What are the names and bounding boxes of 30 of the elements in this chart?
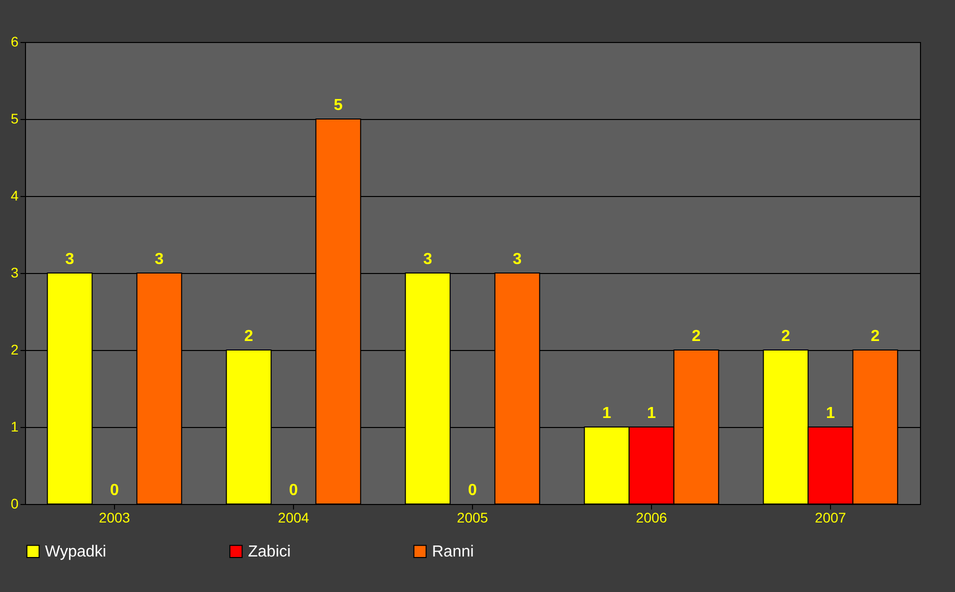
x-tick-label: 2006 — [636, 510, 668, 526]
data-label: 0 — [289, 482, 298, 499]
y-tick-label: 6 — [10, 34, 19, 50]
y-tick-label: 2 — [10, 342, 19, 358]
data-label: 0 — [110, 482, 120, 499]
data-label: 0 — [468, 482, 478, 499]
y-tick-label: 1 — [10, 418, 19, 434]
data-label: 5 — [334, 97, 343, 114]
data-label: 2 — [692, 328, 701, 345]
x-tick-label: 2003 — [98, 510, 130, 526]
legend-label: Ranni — [432, 543, 474, 560]
data-label: 3 — [423, 251, 432, 268]
legend-label: Zabici — [248, 543, 291, 560]
data-label: 3 — [65, 251, 74, 268]
data-label: 2 — [244, 328, 254, 345]
legend-label: Wypadki — [45, 543, 106, 560]
data-label: 1 — [602, 405, 612, 422]
y-tick-label: 4 — [10, 188, 19, 204]
x-tick-label: 2005 — [456, 510, 488, 526]
x-tick-label: 2007 — [814, 510, 846, 526]
y-tick-label: 3 — [10, 264, 19, 280]
data-label: 2 — [870, 328, 880, 345]
y-tick-label: 5 — [10, 110, 19, 126]
x-tick-label: 2004 — [278, 510, 310, 526]
data-label: 2 — [781, 328, 790, 345]
data-label: 3 — [154, 251, 164, 268]
data-label: 1 — [647, 405, 656, 422]
data-label: 3 — [512, 251, 522, 268]
y-tick-label: 0 — [10, 496, 19, 512]
data-label: 1 — [826, 405, 836, 422]
